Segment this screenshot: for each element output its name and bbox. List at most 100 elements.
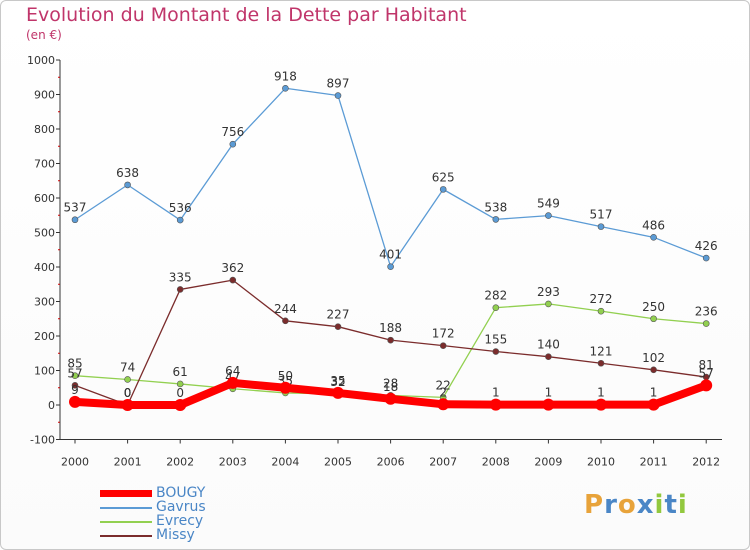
data-label-evrecy: 293 (537, 285, 560, 299)
data-label-missy: 0 (124, 386, 132, 400)
legend-swatch (100, 535, 152, 537)
legend-swatch (100, 521, 152, 523)
data-point-evrecy (176, 380, 184, 388)
x-tick-label: 2003 (219, 456, 247, 469)
data-label-missy: 102 (642, 351, 665, 365)
data-point-missy (71, 382, 79, 389)
x-tick-label: 2001 (114, 456, 142, 469)
x-tick-label: 2002 (166, 456, 194, 469)
data-point-evrecy (650, 315, 657, 323)
data-point-bougy (489, 398, 502, 411)
data-label-bougy: 0 (124, 386, 132, 400)
data-label-gavrus: 897 (327, 77, 350, 91)
data-point-missy (229, 276, 237, 284)
y-tick-label: 1000 (27, 54, 55, 67)
data-label-missy: 155 (484, 333, 507, 347)
data-point-missy (439, 342, 447, 349)
data-point-evrecy (492, 304, 500, 312)
data-point-missy (176, 286, 184, 293)
data-point-bougy (595, 398, 607, 411)
data-label-evrecy: 22 (436, 378, 451, 392)
data-point-missy (334, 323, 342, 330)
legend-label: BOUGY (156, 485, 206, 501)
data-point-evrecy (71, 372, 79, 379)
data-label-bougy: 18 (383, 380, 398, 394)
logo-letter: i (654, 490, 665, 520)
data-label-missy: 227 (327, 308, 350, 322)
data-label-missy: 140 (537, 338, 560, 352)
data-point-missy (282, 317, 289, 325)
x-tick-label: 2007 (429, 456, 457, 469)
legend-swatch (100, 507, 152, 509)
y-tick-label: 900 (34, 89, 55, 102)
data-point-bougy (121, 399, 134, 411)
data-label-gavrus: 486 (642, 218, 665, 232)
chart-title: Evolution du Montant de la Dette par Hab… (26, 4, 467, 26)
legend-label: Evrecy (156, 513, 204, 529)
data-label-gavrus: 756 (221, 125, 244, 139)
data-point-evrecy (124, 376, 131, 383)
data-label-gavrus: 426 (695, 239, 718, 253)
logo-letter: P (584, 490, 605, 520)
data-label-gavrus: 536 (169, 201, 192, 215)
data-point-bougy (226, 376, 239, 389)
legend-label: Missy (156, 527, 195, 543)
data-point-bougy (700, 379, 713, 392)
x-tick-label: 2008 (482, 456, 510, 469)
y-tick-label: -100 (30, 434, 55, 447)
data-point-gavrus (71, 216, 79, 224)
data-label-evrecy: 85 (67, 357, 82, 371)
data-point-evrecy (702, 320, 710, 327)
logo-letter: r (604, 490, 618, 520)
data-point-bougy (279, 381, 292, 394)
data-label-gavrus: 517 (590, 208, 613, 222)
data-label-evrecy: 74 (120, 360, 135, 374)
x-tick-label: 2011 (640, 456, 668, 469)
data-point-bougy (332, 386, 344, 399)
logo-letter: x (636, 490, 655, 520)
data-label-gavrus: 625 (432, 170, 455, 184)
data-label-bougy: 1 (492, 386, 500, 400)
y-tick-label: 700 (34, 158, 55, 171)
y-tick-label: 0 (48, 399, 55, 412)
data-point-bougy (69, 395, 81, 408)
data-point-gavrus (545, 212, 552, 219)
data-label-gavrus: 638 (116, 166, 139, 180)
data-point-evrecy (545, 300, 552, 308)
logo-letter: t (664, 490, 678, 520)
data-point-bougy (437, 398, 450, 411)
data-point-gavrus (650, 234, 657, 241)
data-point-missy (597, 359, 605, 367)
data-label-evrecy: 282 (484, 289, 507, 303)
data-label-missy: 188 (379, 321, 402, 335)
data-label-evrecy: 61 (173, 365, 188, 379)
data-point-bougy (542, 398, 555, 411)
data-point-gavrus (334, 92, 342, 99)
data-label-evrecy: 272 (590, 292, 613, 306)
data-point-evrecy (597, 307, 605, 315)
logo-letter: o (617, 490, 637, 520)
data-point-bougy (384, 392, 397, 405)
data-label-missy: 81 (699, 358, 714, 372)
data-label-gavrus: 918 (274, 69, 297, 83)
data-label-bougy: 0 (176, 386, 184, 400)
data-label-missy: 335 (169, 270, 192, 284)
data-label-bougy: 57 (699, 366, 714, 380)
proxiti-logo: Proxiti (584, 490, 688, 520)
x-tick-label: 2004 (271, 456, 299, 469)
data-point-missy (650, 366, 657, 374)
x-tick-label: 2006 (377, 456, 405, 469)
x-tick-label: 2010 (587, 456, 615, 469)
data-label-bougy: 9 (71, 383, 79, 397)
y-tick-label: 100 (34, 365, 55, 378)
data-point-gavrus (597, 223, 605, 230)
data-point-gavrus (124, 181, 131, 189)
data-point-gavrus (492, 216, 500, 223)
data-point-gavrus (229, 140, 237, 148)
data-point-gavrus (176, 216, 184, 224)
data-point-missy (492, 348, 500, 355)
data-label-evrecy: 32 (330, 375, 345, 389)
data-point-gavrus (702, 254, 710, 262)
data-label-gavrus: 537 (64, 201, 87, 215)
data-label-missy: 172 (432, 327, 455, 341)
